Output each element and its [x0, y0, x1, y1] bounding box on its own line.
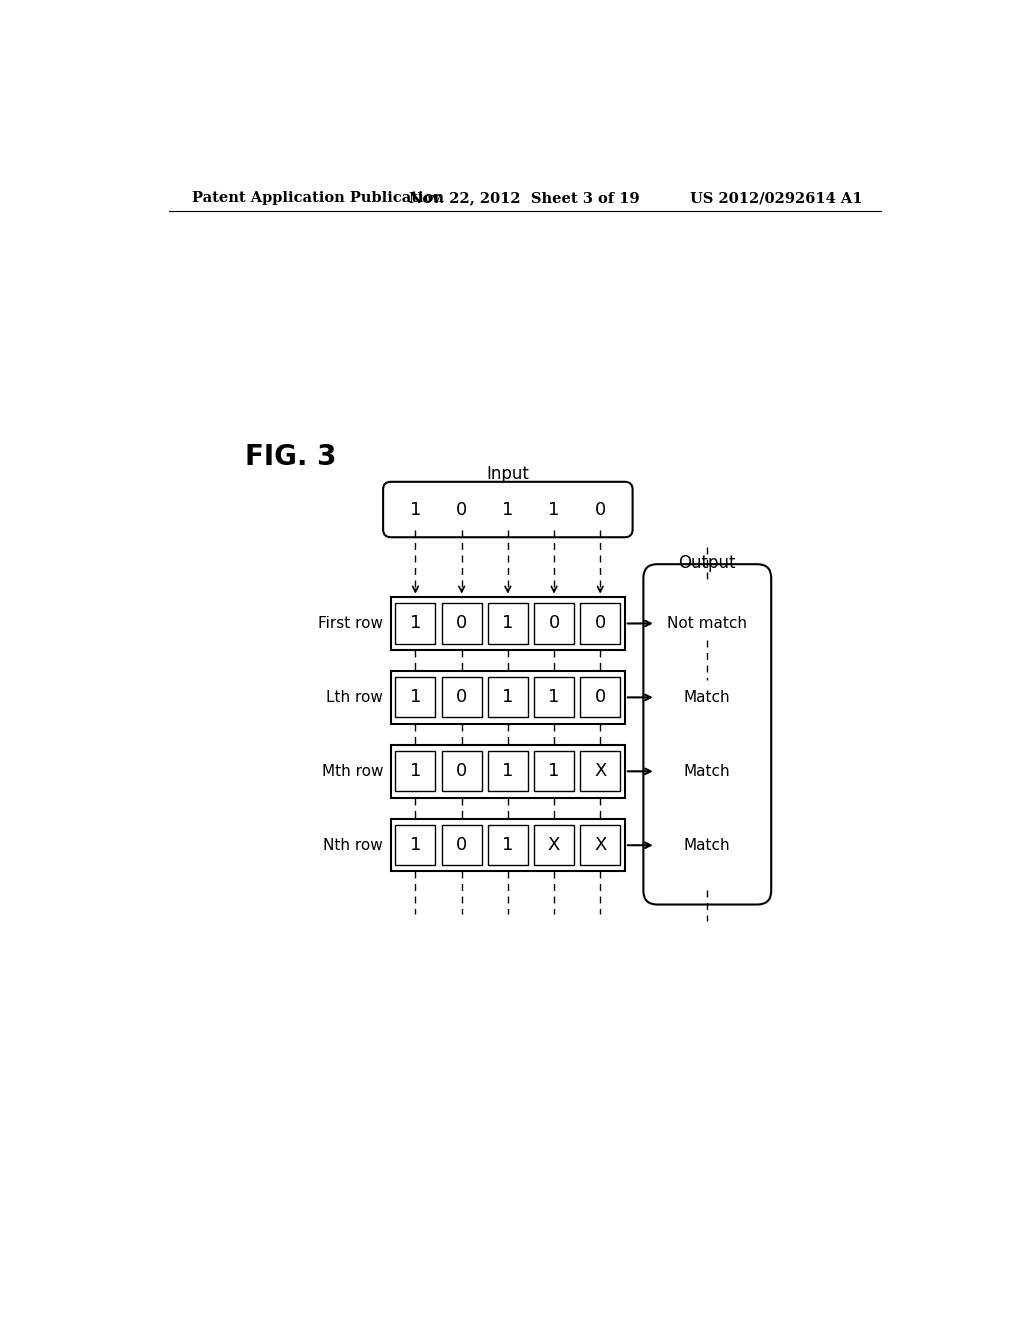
Text: 1: 1	[410, 763, 421, 780]
Text: 1: 1	[502, 500, 514, 519]
Bar	[441, 825, 481, 866]
Text: 1: 1	[502, 689, 514, 706]
Text: Lth row: Lth row	[327, 690, 383, 705]
Text: 1: 1	[549, 763, 560, 780]
Bar	[487, 825, 528, 866]
Text: Match: Match	[684, 764, 730, 779]
Text: 1: 1	[549, 689, 560, 706]
Bar	[395, 825, 435, 866]
Text: 0: 0	[595, 689, 606, 706]
Text: 1: 1	[549, 500, 560, 519]
Text: 1: 1	[410, 615, 421, 632]
Text: 1: 1	[410, 689, 421, 706]
Text: Match: Match	[684, 690, 730, 705]
Bar	[487, 751, 528, 792]
Bar	[391, 671, 625, 723]
Bar	[581, 677, 621, 718]
Text: US 2012/0292614 A1: US 2012/0292614 A1	[689, 191, 862, 206]
Text: 0: 0	[549, 615, 560, 632]
Bar	[535, 751, 574, 792]
Text: Nth row: Nth row	[324, 838, 383, 853]
Bar	[391, 744, 625, 797]
FancyBboxPatch shape	[383, 482, 633, 537]
Text: Match: Match	[684, 838, 730, 853]
Bar	[487, 677, 528, 718]
Text: X: X	[548, 837, 560, 854]
Text: First row: First row	[318, 616, 383, 631]
Bar	[535, 825, 574, 866]
Text: 1: 1	[502, 837, 514, 854]
Text: 0: 0	[456, 615, 467, 632]
Text: Mth row: Mth row	[322, 764, 383, 779]
Bar	[441, 603, 481, 644]
Bar	[581, 751, 621, 792]
Bar	[535, 677, 574, 718]
Bar	[581, 603, 621, 644]
Bar	[391, 818, 625, 871]
Bar	[391, 597, 625, 649]
Bar	[535, 603, 574, 644]
Text: 1: 1	[502, 763, 514, 780]
Text: Nov. 22, 2012  Sheet 3 of 19: Nov. 22, 2012 Sheet 3 of 19	[410, 191, 640, 206]
Text: 0: 0	[456, 689, 467, 706]
Bar	[395, 677, 435, 718]
Text: 0: 0	[595, 500, 606, 519]
Text: FIG. 3: FIG. 3	[245, 444, 336, 471]
Text: Output: Output	[679, 554, 736, 572]
Bar	[487, 603, 528, 644]
Text: 1: 1	[410, 837, 421, 854]
Text: X: X	[594, 763, 606, 780]
Text: X: X	[594, 837, 606, 854]
Bar	[581, 825, 621, 866]
Bar	[441, 677, 481, 718]
Text: Not match: Not match	[668, 616, 748, 631]
Bar	[395, 603, 435, 644]
Text: 1: 1	[410, 500, 421, 519]
Text: 0: 0	[456, 500, 467, 519]
Text: Patent Application Publication: Patent Application Publication	[193, 191, 444, 206]
Text: 0: 0	[456, 837, 467, 854]
Text: Input: Input	[486, 466, 529, 483]
Bar	[395, 751, 435, 792]
Text: 0: 0	[595, 615, 606, 632]
Text: 1: 1	[502, 615, 514, 632]
Text: 0: 0	[456, 763, 467, 780]
Bar	[441, 751, 481, 792]
FancyBboxPatch shape	[643, 564, 771, 904]
